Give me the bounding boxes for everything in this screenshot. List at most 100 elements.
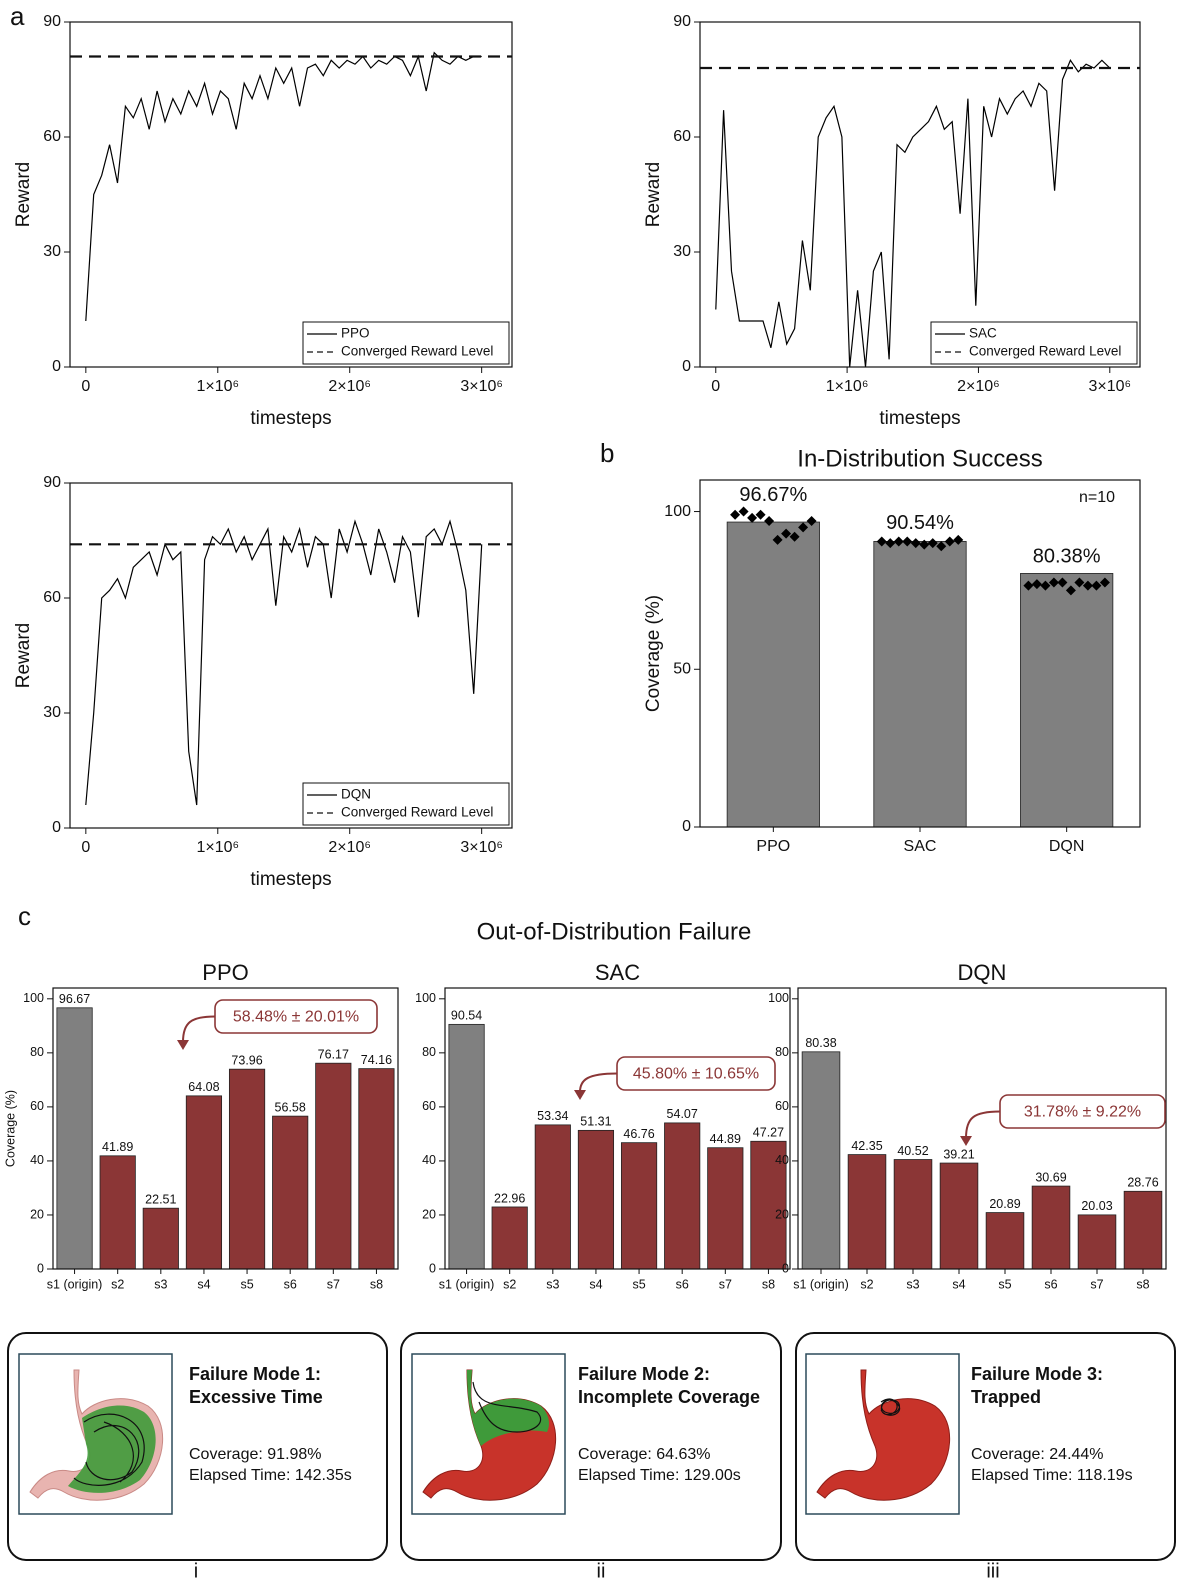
x-tick-label: s4 (589, 1277, 602, 1291)
value-label: 96.67% (739, 484, 807, 506)
value-label: 51.31 (580, 1115, 611, 1129)
callout-box (999, 1094, 1166, 1129)
value-label: 90.54% (886, 512, 954, 534)
x-tick-label: s2 (111, 1277, 124, 1291)
y-tick-label: 40 (422, 1153, 436, 1167)
value-label: 39.21 (943, 1147, 974, 1161)
data-point (910, 538, 921, 549)
bar (847, 1154, 887, 1270)
failure-subtitle: Trapped (971, 1387, 1041, 1407)
failure-label: iii (986, 1560, 999, 1580)
y-tick-label: 60 (673, 128, 691, 145)
failure-label: ii (597, 1560, 606, 1580)
y-axis-label: Reward (643, 162, 664, 227)
y-tick-label: 30 (673, 243, 691, 260)
value-label: 80.38% (1033, 546, 1101, 568)
y-tick-label: 60 (775, 1099, 789, 1113)
y-tick-label: 20 (775, 1207, 789, 1221)
callout-text: 45.80% ± 10.65% (633, 1066, 759, 1083)
y-tick-label: 0 (682, 358, 691, 375)
y-tick-label: 60 (422, 1099, 436, 1113)
y-tick-label: 60 (43, 589, 61, 606)
value-label: 47.27 (753, 1126, 784, 1140)
callout-arrowhead (177, 1040, 189, 1050)
section-title: Out-of-Distribution Failure (477, 918, 752, 945)
data-point (1023, 580, 1034, 591)
y-tick-label: 30 (43, 704, 61, 721)
plot-frame (699, 479, 1141, 828)
x-tick-label: s4 (197, 1277, 210, 1291)
x-tick-label: s3 (546, 1277, 559, 1291)
failure-subtitle: Excessive Time (189, 1387, 323, 1407)
failure-label: i (194, 1560, 198, 1580)
chart-title: PPO (202, 960, 248, 985)
data-point (893, 536, 904, 547)
data-point (730, 509, 741, 520)
x-tick-label: s7 (719, 1277, 732, 1291)
data-point (1099, 577, 1110, 588)
x-tick-label: s5 (632, 1277, 645, 1291)
value-label: 64.08 (188, 1080, 219, 1094)
x-tick-label: s3 (906, 1277, 919, 1291)
series-line (85, 51, 482, 322)
y-tick-label: 0 (782, 1261, 789, 1275)
value-label: 40.52 (897, 1144, 928, 1158)
x-tick-label: 2×10⁶ (957, 378, 1000, 395)
value-label: 44.89 (710, 1132, 741, 1146)
y-tick-label: 60 (30, 1099, 44, 1113)
x-tick-label: s1 (origin) (47, 1277, 103, 1291)
x-tick-label: 0 (81, 839, 90, 856)
x-tick-label: 3×10⁶ (460, 839, 503, 856)
value-label: 41.89 (102, 1140, 133, 1154)
x-tick-label: PPO (756, 838, 790, 855)
bar (939, 1162, 979, 1270)
value-label: 74.16 (361, 1053, 392, 1067)
x-tick-label: s1 (origin) (793, 1277, 849, 1291)
data-point (885, 538, 896, 549)
y-tick-label: 100 (768, 991, 789, 1005)
data-point (738, 506, 749, 517)
data-point (919, 539, 930, 550)
plot-frame (444, 987, 791, 1270)
bar (801, 1051, 841, 1270)
y-tick-label: 0 (37, 1261, 44, 1275)
y-tick-label: 80 (775, 1045, 789, 1059)
data-point (806, 516, 817, 527)
series-line (715, 59, 1111, 368)
bar (620, 1142, 658, 1270)
x-tick-label: s2 (503, 1277, 516, 1291)
x-tick-label: s8 (370, 1277, 383, 1291)
failure-mode-card: Failure Mode 3: Trapped Coverage: 24.44%… (795, 1332, 1176, 1580)
value-label: 54.07 (667, 1107, 698, 1121)
x-tick-label: s3 (154, 1277, 167, 1291)
y-tick-label: 100 (23, 991, 44, 1005)
value-label: 20.03 (1081, 1199, 1112, 1213)
x-tick-label: s4 (952, 1277, 965, 1291)
annotation: n=10 (1079, 489, 1115, 506)
data-point (789, 531, 800, 542)
y-tick-label: 0 (52, 358, 61, 375)
failure-coverage: Coverage: 24.44% (971, 1446, 1104, 1463)
y-tick-label: 60 (43, 128, 61, 145)
x-tick-label: SAC (904, 838, 937, 855)
legend-label: PPO (341, 326, 370, 341)
panel-label: c (18, 901, 31, 931)
x-tick-label: s1 (origin) (439, 1277, 495, 1291)
data-point (1065, 585, 1076, 596)
value-label: 56.58 (275, 1100, 306, 1114)
bar (1020, 573, 1114, 828)
bar (726, 521, 820, 828)
bar (315, 1062, 352, 1270)
failure-time: Elapsed Time: 129.00s (578, 1467, 741, 1484)
data-point (936, 541, 947, 552)
x-axis-label: timesteps (250, 408, 331, 429)
x-tick-label: s6 (676, 1277, 689, 1291)
callout-text: 31.78% ± 9.22% (1024, 1104, 1141, 1121)
value-label: 53.34 (537, 1109, 568, 1123)
callout-arrowhead (960, 1136, 972, 1146)
failure-title: Failure Mode 3: (971, 1364, 1103, 1384)
value-label: 76.17 (318, 1047, 349, 1061)
failure-mode-card: Failure Mode 2: Incomplete Coverage Cove… (400, 1332, 782, 1580)
y-axis-label: Reward (13, 162, 34, 227)
